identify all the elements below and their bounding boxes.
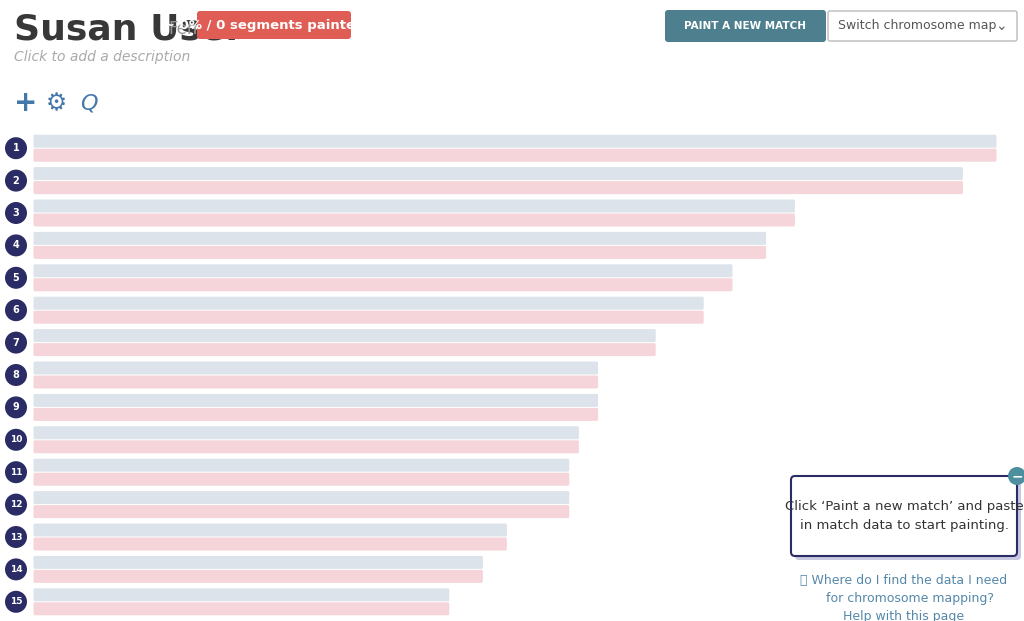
FancyBboxPatch shape	[34, 232, 766, 245]
FancyBboxPatch shape	[34, 246, 766, 259]
Circle shape	[5, 267, 27, 289]
Text: Q: Q	[80, 93, 97, 113]
Circle shape	[1008, 467, 1024, 485]
Text: 1: 1	[12, 143, 19, 153]
Text: 2: 2	[12, 176, 19, 186]
FancyBboxPatch shape	[34, 265, 732, 278]
FancyBboxPatch shape	[34, 199, 795, 212]
Circle shape	[5, 332, 27, 353]
FancyBboxPatch shape	[795, 480, 1021, 560]
FancyBboxPatch shape	[34, 459, 569, 472]
Text: Help with this page: Help with this page	[844, 610, 965, 621]
FancyBboxPatch shape	[34, 588, 450, 601]
FancyBboxPatch shape	[34, 167, 963, 180]
Text: Click ‘Paint a new match’ and paste
in match data to start painting.: Click ‘Paint a new match’ and paste in m…	[784, 500, 1023, 532]
FancyBboxPatch shape	[34, 278, 732, 291]
FancyBboxPatch shape	[34, 538, 507, 550]
FancyBboxPatch shape	[34, 181, 963, 194]
FancyBboxPatch shape	[791, 476, 1017, 556]
FancyBboxPatch shape	[665, 10, 826, 42]
FancyBboxPatch shape	[34, 135, 996, 148]
FancyBboxPatch shape	[34, 343, 655, 356]
Text: 7: 7	[12, 338, 19, 348]
Text: Female: Female	[168, 20, 228, 38]
Circle shape	[5, 234, 27, 256]
Text: ⧉ Where do I find the data I need
   for chromosome mapping?: ⧉ Where do I find the data I need for ch…	[801, 574, 1008, 605]
Text: 10: 10	[10, 435, 23, 444]
FancyBboxPatch shape	[34, 361, 598, 374]
FancyBboxPatch shape	[34, 491, 569, 504]
Text: 5: 5	[12, 273, 19, 283]
Circle shape	[5, 428, 27, 451]
Text: 9: 9	[12, 402, 19, 412]
Circle shape	[5, 137, 27, 159]
FancyBboxPatch shape	[828, 11, 1017, 41]
FancyBboxPatch shape	[34, 524, 507, 537]
Text: 8: 8	[12, 370, 19, 380]
Circle shape	[5, 494, 27, 515]
FancyBboxPatch shape	[34, 440, 579, 453]
Circle shape	[5, 558, 27, 581]
Circle shape	[5, 396, 27, 419]
Circle shape	[5, 299, 27, 321]
Circle shape	[5, 591, 27, 613]
Circle shape	[5, 526, 27, 548]
Text: 15: 15	[10, 597, 23, 606]
Text: 13: 13	[10, 532, 23, 542]
FancyBboxPatch shape	[34, 556, 483, 569]
FancyBboxPatch shape	[34, 426, 579, 439]
FancyBboxPatch shape	[34, 148, 996, 161]
Text: Switch chromosome map: Switch chromosome map	[838, 19, 996, 32]
Text: 14: 14	[9, 565, 23, 574]
FancyBboxPatch shape	[34, 214, 795, 227]
Text: 3: 3	[12, 208, 19, 218]
FancyBboxPatch shape	[34, 297, 703, 310]
Text: 4: 4	[12, 240, 19, 250]
Text: +: +	[14, 89, 37, 117]
Text: Susan User: Susan User	[14, 12, 244, 46]
FancyBboxPatch shape	[34, 329, 655, 342]
Text: −: −	[1011, 469, 1023, 483]
Text: ⚙: ⚙	[46, 91, 68, 115]
FancyBboxPatch shape	[197, 11, 351, 39]
Text: PAINT A NEW MATCH: PAINT A NEW MATCH	[684, 21, 807, 31]
FancyBboxPatch shape	[34, 570, 483, 583]
Text: ~ 0% / 0 segments painted  ↻: ~ 0% / 0 segments painted ↻	[164, 19, 384, 32]
FancyBboxPatch shape	[34, 505, 569, 518]
Text: 12: 12	[10, 500, 23, 509]
Circle shape	[5, 202, 27, 224]
FancyBboxPatch shape	[34, 310, 703, 324]
FancyBboxPatch shape	[34, 394, 598, 407]
Text: ⌄: ⌄	[995, 19, 1007, 33]
Circle shape	[5, 364, 27, 386]
FancyBboxPatch shape	[34, 408, 598, 421]
Circle shape	[5, 170, 27, 192]
Text: Click to add a description: Click to add a description	[14, 50, 190, 64]
Circle shape	[5, 461, 27, 483]
FancyBboxPatch shape	[34, 602, 450, 615]
Text: 6: 6	[12, 305, 19, 315]
FancyBboxPatch shape	[34, 473, 569, 486]
FancyBboxPatch shape	[34, 376, 598, 389]
Text: 11: 11	[10, 468, 23, 477]
